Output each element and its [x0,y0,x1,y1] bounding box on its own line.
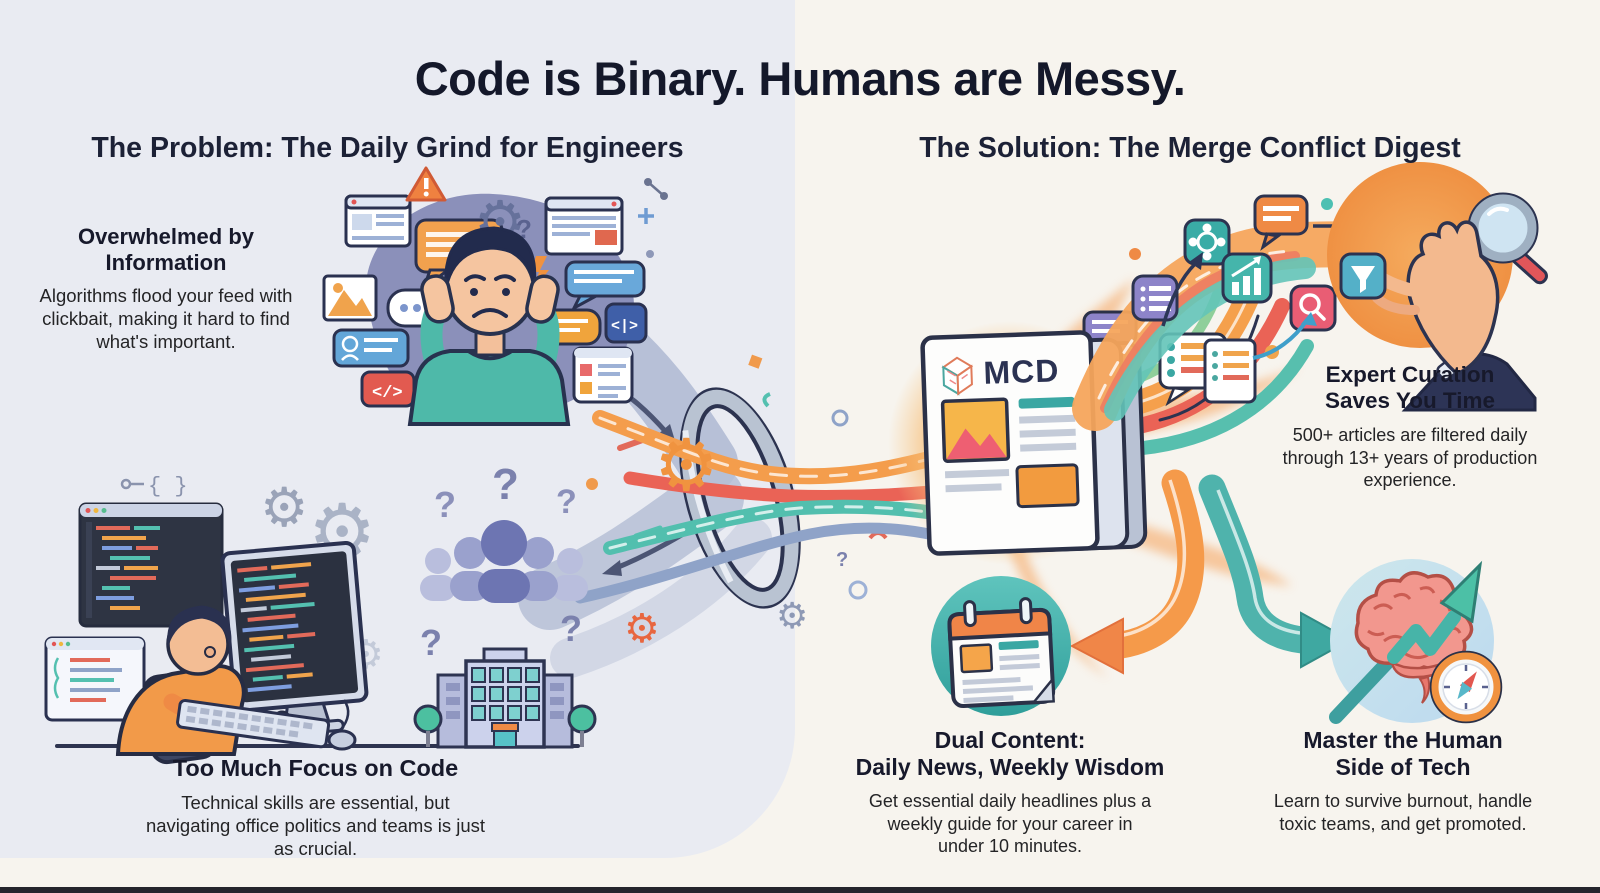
code-tile-icon: <|> [604,302,648,344]
expert-curation-block: Expert Curation Saves You Time 500+ artic… [1272,362,1548,491]
dual-title: Dual Content: Daily News, Weekly Wisdom [855,727,1165,780]
master-title: Master the Human Side of Tech [1303,727,1503,780]
solution-section-heading: The Solution: The Merge Conflict Digest [919,131,1461,164]
bottom-border [0,887,1600,893]
coder-at-desk-illustration: { } ⚙ ⚙ ⚙ ⚙ [44,474,384,765]
human-skills-illustration [1329,559,1503,724]
problem-section-heading: The Problem: The Daily Grind for Enginee… [91,131,684,164]
mouse [327,729,357,751]
overwhelmed-engineer-illustration: ⚙ </> [322,166,668,426]
gear-icon: ⚙ [654,423,719,507]
overwhelmed-body: Algorithms flood your feed with clickbai… [39,285,293,352]
focus-title: Too Much Focus on Code [172,755,459,781]
calendar-icon [947,597,1056,709]
hand-picking-illustration [1327,162,1548,412]
code-snippet-window [44,636,146,722]
wisdom-arrow [1198,474,1353,669]
hand [1406,220,1500,377]
question-mark: ? [434,484,456,525]
feed-card-icon [572,346,634,404]
tree-icon [567,704,597,734]
master-body: Learn to survive burnout, handle toxic t… [1273,791,1533,834]
warning-icon [405,166,447,202]
dual-body: Get essential daily headlines plus a wee… [868,791,1152,856]
gear-icon: ⚙ [260,476,308,539]
office-building [413,647,597,749]
brain-icon [1354,571,1474,704]
gear-icon: ⚙ [776,596,808,637]
search-tile-icon [1289,284,1337,332]
filter-tile-icon [1339,252,1387,300]
expert-curation-illustration [1072,162,1548,431]
tree-icon [413,704,443,734]
comment-tile-icon [1253,194,1309,251]
browser-window-icon [344,194,412,248]
question-mark: ? [420,622,442,663]
gear-icon: ⚙ [624,606,660,652]
mcd-cube-logo [941,356,974,396]
browser-window-icon [544,196,624,256]
doc-tile-icon [1203,338,1257,404]
master-human-block: Master the Human Side of Tech Learn to su… [1248,727,1558,835]
chart-tile-icon [1221,252,1273,304]
curation-body: 500+ articles are filtered daily through… [1282,425,1538,490]
page-title: Code is Binary. Humans are Messy. [414,52,1186,106]
compass-icon [1429,650,1503,724]
curation-title: Expert Curation Saves You Time [1324,362,1496,414]
mcd-logo-text: MCD [983,352,1060,391]
growth-arrowhead [1439,560,1483,624]
monitor [220,541,369,738]
chat-bubble-icon [564,260,646,312]
magnifier-icon [1467,192,1548,285]
image-icon [322,274,378,322]
svg-text:</>: </> [372,384,403,403]
gear-tile-icon [1183,218,1231,266]
svg-text:<|>: <|> [611,318,638,335]
question-mark: ? [836,549,848,571]
focus-body: Technical skills are essential, but navi… [145,792,485,860]
contact-card-icon [332,328,410,368]
growth-arrow-zigzag [1387,610,1461,664]
braces-icon: { } [148,474,188,499]
ad-block [1015,463,1080,509]
code-bubble-icon: </> [360,370,416,408]
overwhelmed-title: Overwhelmed by Information [77,224,255,275]
office-politics-illustration: ? ? ? ? ? [413,460,597,749]
dual-content-illustration [931,576,1071,716]
question-mark: ? [556,483,577,521]
stressed-person [407,226,571,426]
list-tile-icon [1131,274,1179,322]
daily-arrow [1069,469,1205,675]
plus-icon [638,208,654,224]
people-group [420,520,588,603]
overwhelmed-block: Overwhelmed by Information Algorithms flo… [28,224,304,354]
question-mark: ? [560,608,582,649]
focus-on-code-block: Too Much Focus on Code Technical skills … [128,755,503,861]
keyboard [176,698,331,749]
question-mark: ? [492,460,519,509]
dual-content-block: Dual Content: Daily News, Weekly Wisdom G… [842,727,1178,857]
